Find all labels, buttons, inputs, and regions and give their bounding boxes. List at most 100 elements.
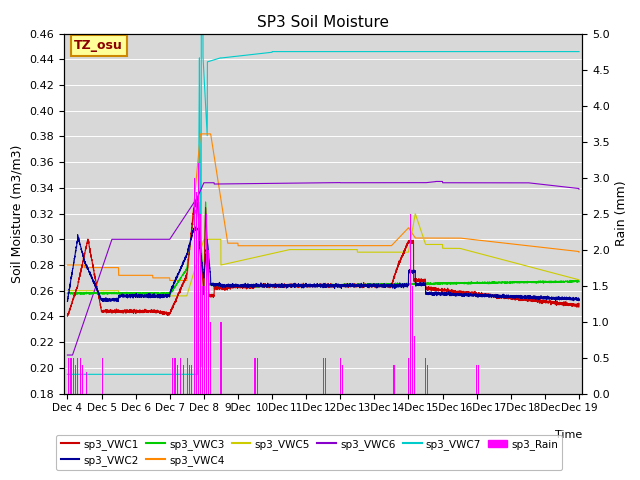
Text: TZ_osu: TZ_osu [74, 39, 123, 52]
Bar [408, 358, 409, 394]
Bar [210, 322, 211, 394]
sp3_VWC2 [396, 284, 404, 289]
sp3_VWC4 [259, 243, 267, 249]
sp3_VWC1 [157, 308, 164, 314]
Bar [208, 250, 209, 394]
sp3_VWC4 [63, 262, 71, 268]
sp3_VWC4 [575, 249, 583, 255]
sp3_VWC5 [484, 253, 492, 259]
Y-axis label: Rain (mm): Rain (mm) [616, 181, 628, 246]
Bar [414, 336, 415, 394]
sp3_VWC7 [63, 372, 71, 377]
Bar [204, 286, 205, 394]
Bar [177, 365, 178, 394]
Line: sp3_VWC1: sp3_VWC1 [67, 198, 579, 316]
sp3_VWC3 [371, 282, 378, 288]
sp3_VWC3 [484, 280, 492, 286]
sp3_VWC6 [259, 180, 267, 186]
sp3_VWC2 [445, 291, 453, 297]
Bar [174, 358, 175, 394]
Bar [476, 365, 477, 394]
sp3_VWC7 [371, 49, 378, 55]
Bar [80, 358, 81, 394]
Line: sp3_VWC2: sp3_VWC2 [67, 227, 579, 301]
Bar [200, 214, 201, 394]
Bar [202, 286, 203, 394]
sp3_VWC3 [396, 281, 404, 287]
Bar [196, 192, 197, 394]
sp3_VWC7 [157, 372, 164, 377]
Bar [220, 322, 221, 394]
sp3_VWC2 [259, 283, 267, 289]
sp3_VWC4 [157, 275, 164, 281]
sp3_VWC3 [259, 283, 267, 289]
sp3_VWC5 [149, 293, 157, 299]
sp3_VWC6 [445, 180, 453, 186]
sp3_VWC4 [166, 277, 173, 283]
Bar [392, 365, 394, 394]
sp3_VWC1 [259, 282, 267, 288]
sp3_VWC3 [157, 291, 164, 297]
Bar [187, 358, 188, 394]
sp3_VWC1 [63, 313, 71, 319]
Bar [425, 358, 426, 394]
sp3_VWC3 [445, 280, 453, 286]
Bar [478, 365, 479, 394]
Bar [172, 358, 173, 394]
sp3_VWC7 [445, 49, 453, 55]
Legend: sp3_VWC1, sp3_VWC2, sp3_VWC3, sp3_VWC4, sp3_VWC5, sp3_VWC6, sp3_VWC7, sp3_Rain: sp3_VWC1, sp3_VWC2, sp3_VWC3, sp3_VWC4, … [56, 434, 563, 470]
sp3_VWC1 [193, 195, 201, 201]
Bar [324, 358, 326, 394]
sp3_VWC5 [575, 277, 583, 283]
Bar [394, 365, 396, 394]
Bar [410, 214, 411, 394]
sp3_VWC5 [63, 288, 71, 294]
sp3_VWC1 [396, 257, 404, 263]
sp3_VWC6 [484, 180, 492, 186]
sp3_VWC4 [484, 239, 492, 244]
Line: sp3_VWC5: sp3_VWC5 [67, 214, 579, 296]
sp3_VWC6 [575, 186, 583, 192]
Bar [191, 365, 192, 394]
sp3_VWC2 [371, 283, 378, 288]
Bar [75, 365, 76, 394]
sp3_VWC5 [157, 293, 164, 299]
sp3_VWC5 [445, 245, 453, 251]
sp3_VWC7 [575, 49, 583, 55]
sp3_VWC1 [63, 313, 71, 319]
sp3_VWC1 [371, 284, 378, 290]
Title: SP3 Soil Moisture: SP3 Soil Moisture [257, 15, 389, 30]
sp3_VWC6 [396, 180, 404, 186]
Bar [73, 358, 74, 394]
sp3_VWC6 [371, 180, 378, 186]
Bar [206, 214, 207, 394]
sp3_VWC1 [445, 289, 453, 295]
sp3_VWC2 [113, 299, 121, 304]
sp3_VWC1 [575, 304, 583, 310]
sp3_VWC4 [371, 243, 378, 249]
sp3_VWC3 [202, 199, 209, 205]
sp3_VWC5 [396, 249, 404, 255]
sp3_VWC3 [575, 279, 583, 285]
sp3_VWC4 [196, 131, 204, 137]
sp3_VWC5 [412, 211, 419, 216]
Bar [198, 163, 199, 394]
sp3_VWC3 [63, 291, 71, 297]
Bar [342, 365, 343, 394]
Bar [68, 358, 69, 394]
Text: Time: Time [555, 430, 582, 440]
sp3_VWC7 [484, 49, 492, 55]
sp3_VWC2 [484, 292, 492, 298]
Bar [412, 286, 413, 394]
sp3_VWC4 [396, 233, 404, 239]
sp3_VWC4 [445, 235, 453, 241]
sp3_VWC5 [371, 249, 378, 255]
Bar [427, 365, 428, 394]
Line: sp3_VWC4: sp3_VWC4 [67, 134, 579, 280]
sp3_VWC6 [157, 237, 164, 242]
Line: sp3_VWC7: sp3_VWC7 [67, 0, 579, 374]
Bar [77, 358, 78, 394]
Bar [71, 358, 72, 394]
sp3_VWC3 [166, 292, 173, 298]
sp3_VWC2 [157, 294, 164, 300]
